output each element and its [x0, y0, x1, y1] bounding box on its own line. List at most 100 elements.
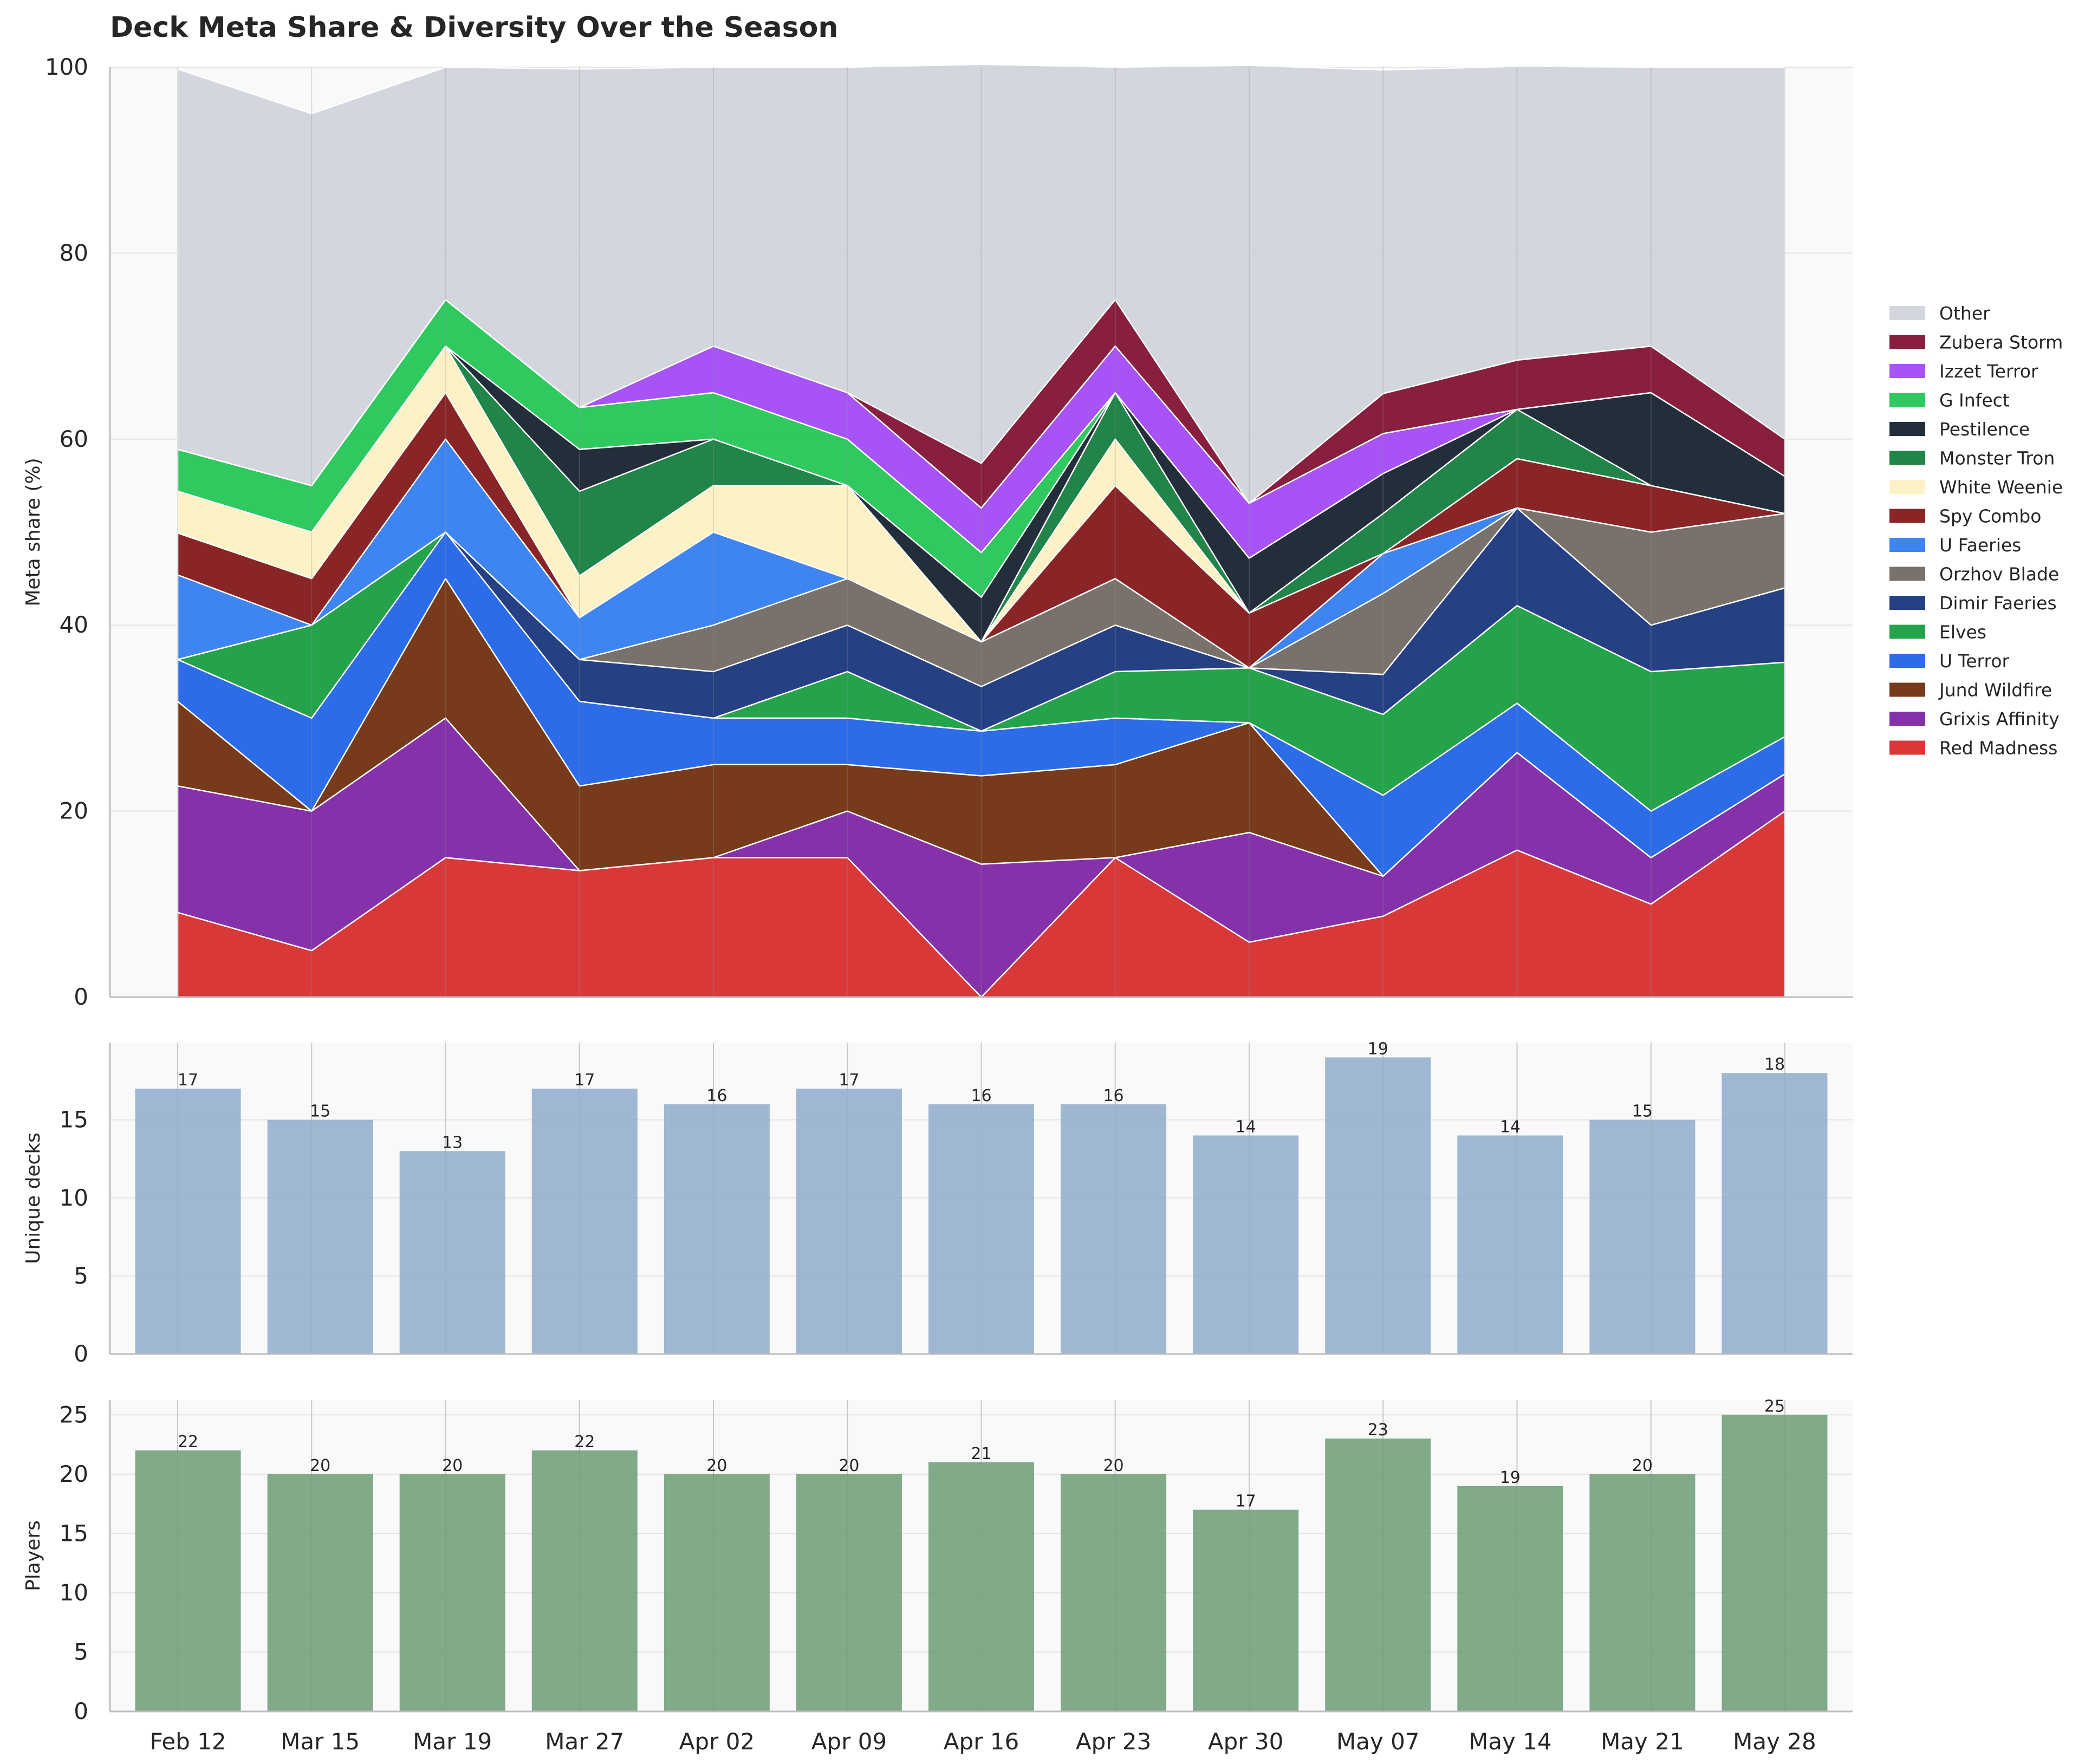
- unique-decks-y-tick-label: 15: [60, 1106, 88, 1133]
- players-bar: [1457, 1486, 1563, 1711]
- x-tick-label: Apr 16: [944, 1728, 1019, 1755]
- legend-label-white-weenie: White Weenie: [1939, 477, 2063, 498]
- unique-decks-bar: [399, 1151, 505, 1354]
- x-tick-label: Apr 09: [811, 1728, 887, 1755]
- unique-decks-bar: [664, 1104, 770, 1354]
- unique-decks-y-tick-label: 10: [60, 1184, 88, 1211]
- players-bar-label: 17: [1236, 1492, 1256, 1511]
- unique-decks-bar-label: 17: [178, 1071, 198, 1090]
- meta-share-y-tick-label: 20: [60, 798, 88, 824]
- x-tick-label: Mar 15: [281, 1728, 360, 1755]
- unique-decks-panel: 0 5 10 15 Unique decks 17 15 13 17 16 17 16 16 14 19 14…: [22, 1039, 1853, 1367]
- x-tick-label: Apr 02: [679, 1728, 755, 1755]
- unique-decks-bar-label: 16: [706, 1086, 727, 1105]
- players-bar-label: 20: [310, 1456, 330, 1475]
- legend-swatch-spy-combo: [1889, 509, 1925, 523]
- unique-decks-bar-label: 13: [442, 1133, 463, 1152]
- legend-label-zubera-storm: Zubera Storm: [1939, 332, 2063, 353]
- players-bar-label: 20: [1632, 1456, 1653, 1475]
- players-bar-label: 25: [1764, 1397, 1785, 1416]
- legend-swatch-jund-wildfire: [1889, 682, 1925, 697]
- legend-swatch-red-madness: [1889, 740, 1925, 755]
- players-y-tick-label: 15: [60, 1520, 88, 1546]
- unique-decks-y-axis-label: Unique decks: [22, 1132, 44, 1264]
- legend-swatch-pestilence: [1889, 422, 1925, 436]
- legend-label-orzhov-blade: Orzhov Blade: [1939, 564, 2059, 585]
- legend-swatch-monster-tron: [1889, 451, 1925, 465]
- legend-swatch-u-terror: [1889, 654, 1925, 668]
- legend-label-grixis-affinity: Grixis Affinity: [1939, 708, 2060, 730]
- unique-decks-bar-label: 17: [839, 1071, 859, 1090]
- players-bar: [1589, 1474, 1696, 1711]
- players-y-tick-label: 5: [74, 1638, 88, 1665]
- legend-swatch-zubera-storm: [1889, 335, 1925, 349]
- players-y-tick-label: 10: [60, 1579, 88, 1606]
- unique-decks-bar-label: 15: [310, 1102, 330, 1121]
- meta-share-y-tick-label: 80: [60, 239, 88, 266]
- players-bar-label: 22: [574, 1433, 595, 1451]
- legend-label-u-terror: U Terror: [1939, 650, 2010, 672]
- x-tick-label: Mar 19: [413, 1728, 492, 1755]
- legend-label-pestilence: Pestilence: [1939, 419, 2030, 440]
- legend-label-red-madness: Red Madness: [1939, 738, 2057, 759]
- players-bar: [531, 1450, 638, 1711]
- meta-share-y-tick-label: 0: [74, 984, 88, 1010]
- players-bar: [928, 1462, 1034, 1711]
- legend-label-izzet-terror: Izzet Terror: [1939, 361, 2038, 382]
- players-bar: [796, 1474, 902, 1711]
- unique-decks-bar: [267, 1119, 373, 1354]
- players-bar: [267, 1474, 373, 1711]
- unique-decks-bar: [1325, 1057, 1431, 1354]
- players-bar: [1193, 1509, 1299, 1711]
- x-tick-label: Feb 12: [150, 1728, 226, 1755]
- players-bar-label: 21: [971, 1444, 991, 1463]
- x-tick-label: May 14: [1469, 1728, 1552, 1755]
- area-series-other: [177, 63, 1786, 504]
- legend-swatch-izzet-terror: [1889, 364, 1925, 378]
- legend-swatch-u-faeries: [1889, 538, 1925, 552]
- meta-share-panel: 0 20 40 60 80 100 Meta share (%): [22, 54, 1853, 1010]
- legend-swatch-dimir-faeries: [1889, 596, 1925, 610]
- chart-title: Deck Meta Share & Diversity Over the Sea…: [110, 11, 838, 44]
- players-bar: [1061, 1474, 1167, 1711]
- players-bar-label: 22: [178, 1433, 198, 1451]
- players-bar-label: 20: [1103, 1456, 1123, 1475]
- legend-label-spy-combo: Spy Combo: [1939, 506, 2041, 527]
- players-y-tick-label: 20: [60, 1461, 88, 1487]
- legend-swatch-grixis-affinity: [1889, 712, 1925, 726]
- players-bar: [135, 1450, 241, 1711]
- players-bar-label: 20: [839, 1456, 859, 1475]
- unique-decks-y-tick-label: 5: [74, 1262, 88, 1289]
- legend-label-u-faeries: U Faeries: [1939, 535, 2021, 556]
- x-tick-label: Mar 27: [545, 1728, 624, 1755]
- players-bar-label: 19: [1500, 1468, 1521, 1487]
- legend-swatch-other: [1889, 306, 1925, 320]
- unique-decks-bar-label: 14: [1500, 1117, 1521, 1136]
- unique-decks-bar-label: 17: [574, 1071, 595, 1090]
- x-tick-label: May 21: [1601, 1728, 1684, 1755]
- legend-label-elves: Elves: [1939, 622, 1986, 643]
- legend-swatch-elves: [1889, 624, 1925, 639]
- legend-label-other: Other: [1939, 303, 1990, 324]
- legend-label-g-infect: G Infect: [1939, 390, 2010, 411]
- meta-share-y-tick-label: 40: [60, 611, 88, 638]
- legend-label-dimir-faeries: Dimir Faeries: [1939, 593, 2057, 614]
- unique-decks-bar: [1589, 1119, 1696, 1354]
- players-bar: [664, 1474, 770, 1711]
- legend-label-monster-tron: Monster Tron: [1939, 448, 2055, 469]
- players-y-tick-label: 0: [74, 1698, 88, 1724]
- players-y-tick-label: 25: [60, 1401, 88, 1428]
- unique-decks-bar: [1193, 1135, 1299, 1354]
- meta-share-y-tick-label: 60: [60, 426, 88, 452]
- unique-decks-y-tick-label: 0: [74, 1340, 88, 1367]
- players-y-axis-label: Players: [22, 1520, 44, 1591]
- x-tick-label: Apr 23: [1076, 1728, 1151, 1755]
- unique-decks-bar-label: 18: [1764, 1055, 1785, 1074]
- legend-swatch-orzhov-blade: [1889, 567, 1925, 581]
- legend: Other Zubera Storm Izzet Terror G Infect Pes…: [1889, 303, 2063, 759]
- x-tick-label: Apr 30: [1208, 1728, 1283, 1755]
- unique-decks-bar: [796, 1089, 902, 1354]
- x-tick-label: May 07: [1336, 1728, 1420, 1755]
